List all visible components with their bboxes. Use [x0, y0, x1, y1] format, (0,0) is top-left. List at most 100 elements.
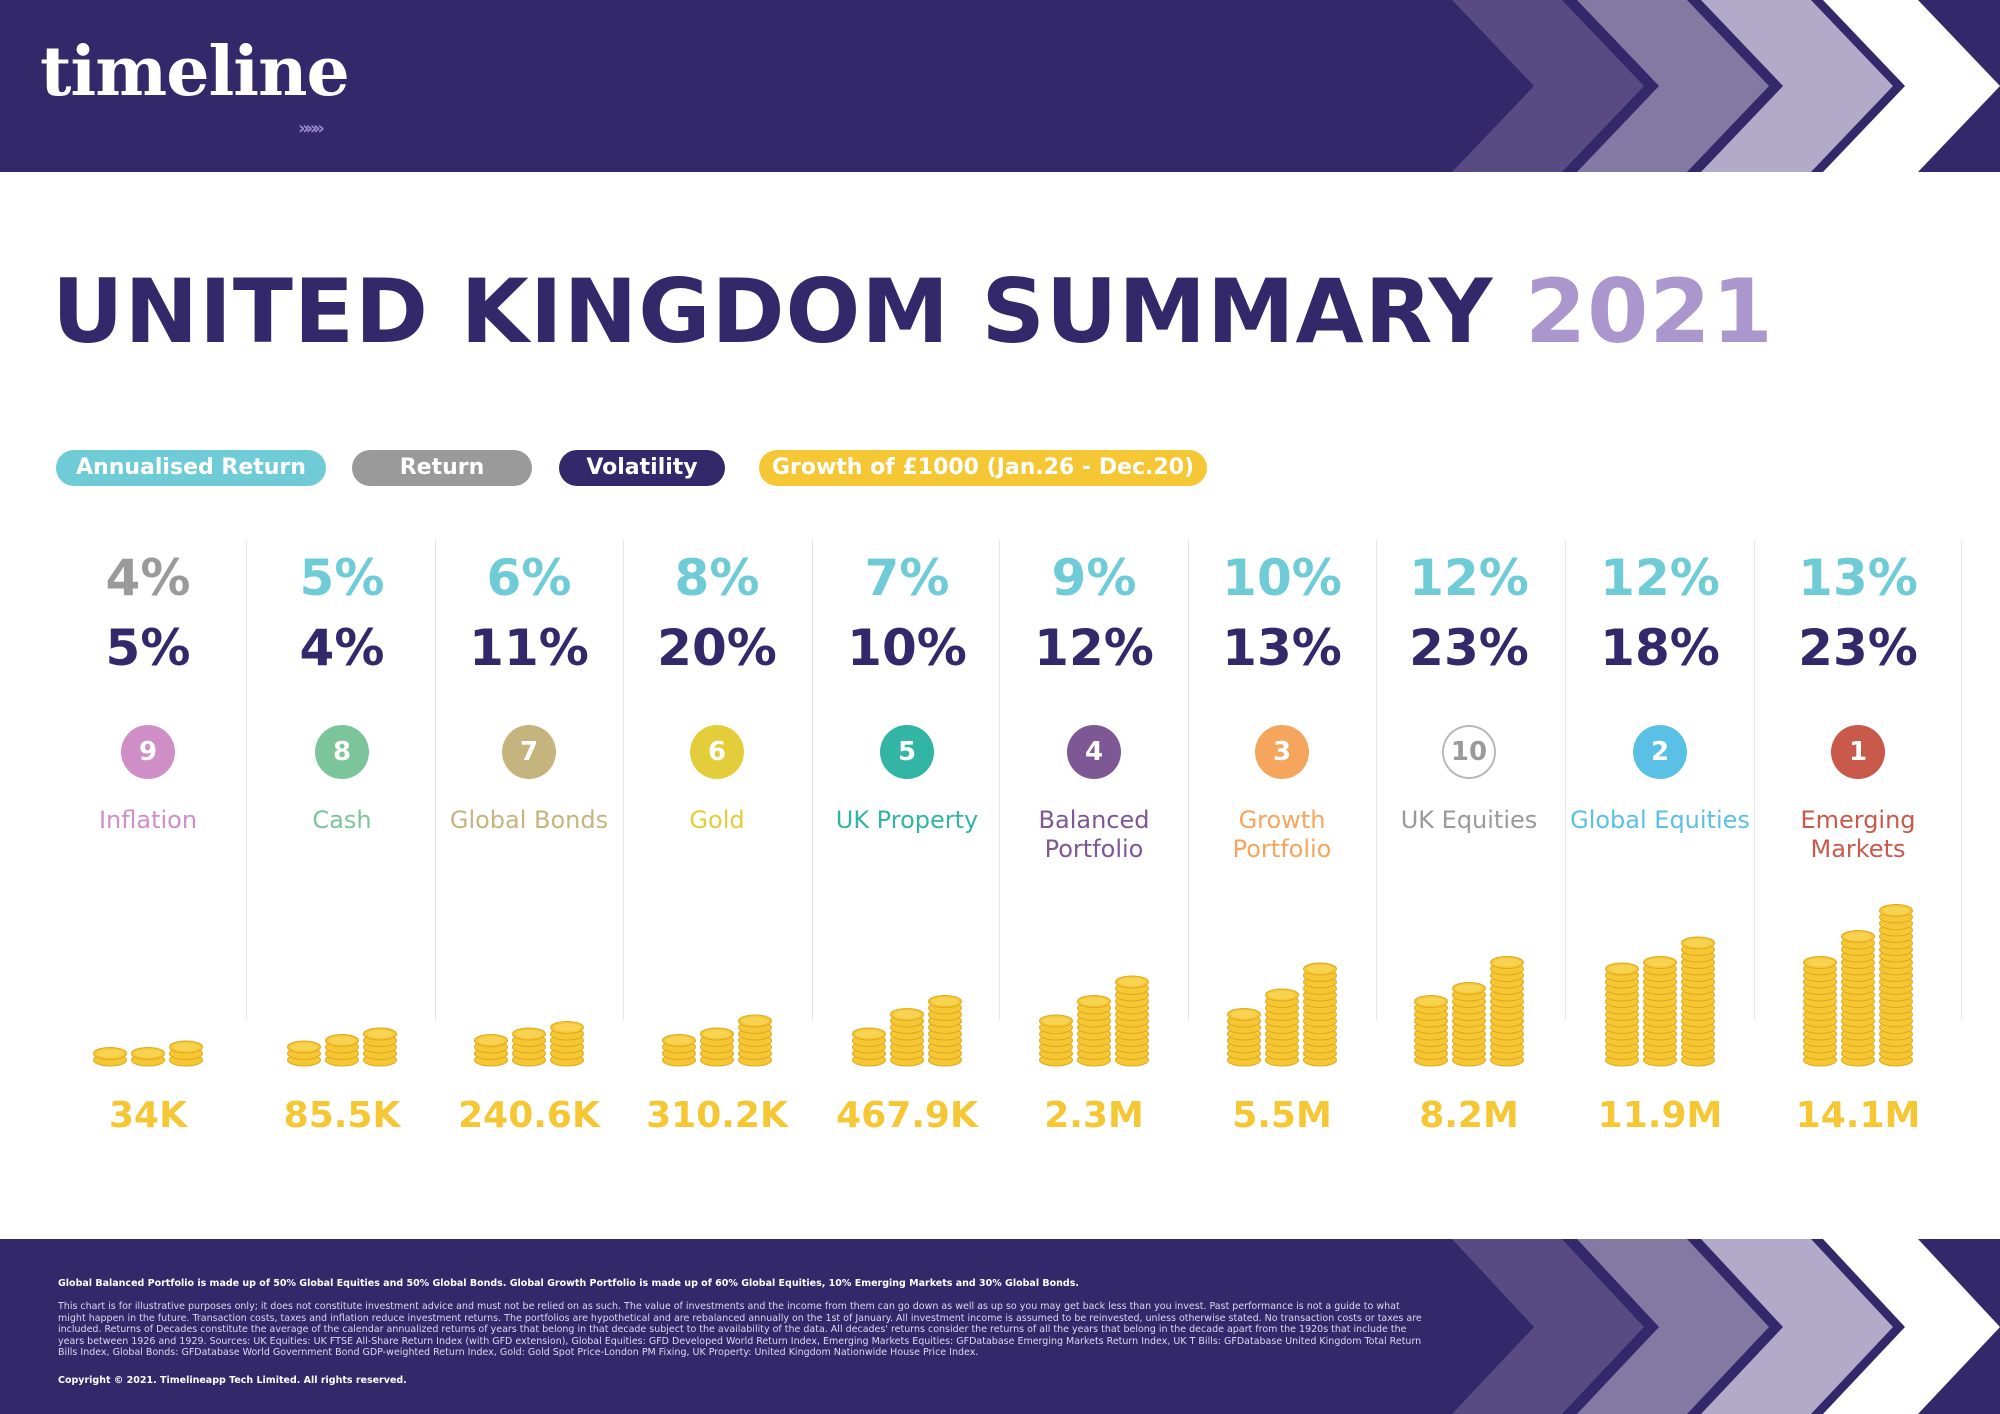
column-growth-portfolio: 10% 13% 3 Growth Portfolio	[1189, 540, 1375, 1020]
rank-badge: 3	[1255, 725, 1309, 779]
coin-stack-group	[852, 995, 962, 1067]
column-inflation: 4% 5% 9 Inflation	[55, 540, 241, 1020]
rank-badge: 7	[502, 725, 556, 779]
coin-stack	[1605, 962, 1639, 1067]
asset-name: Global Bonds	[449, 806, 609, 834]
coin-stack	[512, 1027, 546, 1067]
annualised-return-value: 10%	[1222, 549, 1342, 607]
column-balanced-portfolio: 9% 12% 4 Balanced Portfolio	[1001, 540, 1187, 1020]
coin-stack	[1452, 982, 1486, 1067]
legend-growth: Growth of £1000 (Jan.26 - Dec.20)	[759, 450, 1207, 486]
coin-stack	[93, 1047, 127, 1067]
footnote-disclaimer: This chart is for illustrative purposes …	[58, 1301, 1422, 1359]
copyright: Copyright © 2021. Timelineapp Tech Limit…	[58, 1375, 407, 1386]
footnote-composition: Global Balanced Portfolio is made up of …	[58, 1278, 1079, 1289]
growth-value: 85.5K	[283, 1095, 401, 1136]
annualised-return-value: 7%	[864, 549, 950, 607]
rank-badge: 4	[1067, 725, 1121, 779]
volatility-value: 23%	[1798, 619, 1918, 677]
title-main: UNITED KINGDOM SUMMARY	[52, 260, 1494, 363]
coin-stack-group	[474, 1021, 584, 1067]
chevron-4	[1823, 0, 2000, 172]
growth-value: 310.2K	[646, 1095, 788, 1136]
column-separator	[1565, 540, 1566, 1020]
coin-stack	[890, 1008, 924, 1067]
asset-name: Gold	[689, 806, 745, 834]
volatility-value: 4%	[299, 619, 385, 677]
chevron-4	[1823, 1239, 2000, 1414]
coin-stack	[1115, 975, 1149, 1067]
legend-volatility: Volatility	[559, 450, 725, 486]
volatility-value: 11%	[469, 619, 589, 677]
coin-stack-group	[1803, 904, 1913, 1067]
asset-name: UK Property	[835, 806, 979, 834]
legend-annualised-return: Annualised Return	[56, 450, 326, 486]
coin-stack-group	[1227, 962, 1337, 1067]
volatility-value: 10%	[847, 619, 967, 677]
rank-badge: 9	[121, 725, 175, 779]
chevron-2	[1577, 1239, 1769, 1414]
coin-stack	[474, 1034, 508, 1067]
annualised-return-value: 12%	[1600, 549, 1720, 607]
growth-value: 14.1M	[1795, 1095, 1921, 1136]
asset-name: Emerging Markets	[1800, 806, 1916, 863]
header-banner: timeline »»»	[0, 0, 2000, 172]
column-gold: 8% 20% 6 Gold	[624, 540, 810, 1020]
column-global-bonds: 6% 11% 7 Global Bonds	[436, 540, 622, 1020]
column-separator	[812, 540, 813, 1020]
asset-name: UK Equities	[1400, 806, 1538, 834]
column-emerging-markets: 13% 23% 1 Emerging Markets	[1765, 540, 1951, 1020]
volatility-value: 18%	[1600, 619, 1720, 677]
annualised-return-value: 8%	[674, 549, 760, 607]
header-chevrons	[1452, 0, 2000, 172]
volatility-value: 23%	[1409, 619, 1529, 677]
coin-stack	[1841, 930, 1875, 1067]
coin-stack	[1265, 988, 1299, 1067]
coin-stack	[363, 1027, 397, 1067]
column-uk-property: 7% 10% 5 UK Property	[814, 540, 1000, 1020]
volatility-value: 5%	[105, 619, 191, 677]
column-separator	[1961, 540, 1962, 1020]
coin-stack	[1803, 956, 1837, 1067]
coin-stack	[550, 1021, 584, 1067]
footer-banner	[0, 1239, 2000, 1414]
rank-badge: 1	[1831, 725, 1885, 779]
chevron-1	[1452, 1239, 1644, 1414]
growth-value: 467.9K	[836, 1095, 978, 1136]
coin-stack	[1879, 904, 1913, 1067]
title-year: 2021	[1524, 260, 1774, 363]
coin-stack	[1681, 936, 1715, 1067]
coin-stack	[169, 1040, 203, 1067]
coin-stack-group	[662, 1014, 772, 1067]
coin-stack-group	[1039, 975, 1149, 1067]
growth-value: 2.3M	[1044, 1095, 1144, 1136]
volatility-value: 20%	[657, 619, 777, 677]
growth-value: 240.6K	[458, 1095, 600, 1136]
coin-stack	[131, 1047, 165, 1067]
column-separator	[1754, 540, 1755, 1020]
asset-name: Cash	[312, 806, 372, 834]
coin-stack	[1077, 995, 1111, 1067]
coin-stack	[325, 1034, 359, 1067]
chevron-3	[1701, 1239, 1893, 1414]
timeline-logo[interactable]: timeline	[40, 32, 350, 112]
asset-name: Global Equities	[1570, 806, 1750, 834]
rank-badge: 6	[690, 725, 744, 779]
coin-stack	[1039, 1014, 1073, 1067]
annualised-return-value: 13%	[1798, 549, 1918, 607]
column-separator	[1376, 540, 1377, 1020]
chevron-3	[1701, 0, 1893, 172]
annualised-return-value: 9%	[1051, 549, 1137, 607]
volatility-value: 12%	[1034, 619, 1154, 677]
rank-badge: 10	[1442, 725, 1496, 779]
coin-stack	[852, 1027, 886, 1067]
coin-stack-group	[1605, 936, 1715, 1067]
column-separator	[435, 540, 436, 1020]
annualised-return-value: 12%	[1409, 549, 1529, 607]
coin-stack	[928, 995, 962, 1067]
annualised-return-value: 4%	[105, 549, 191, 607]
rank-badge: 2	[1633, 725, 1687, 779]
coin-stack	[700, 1027, 734, 1067]
coin-stack	[1414, 995, 1448, 1067]
